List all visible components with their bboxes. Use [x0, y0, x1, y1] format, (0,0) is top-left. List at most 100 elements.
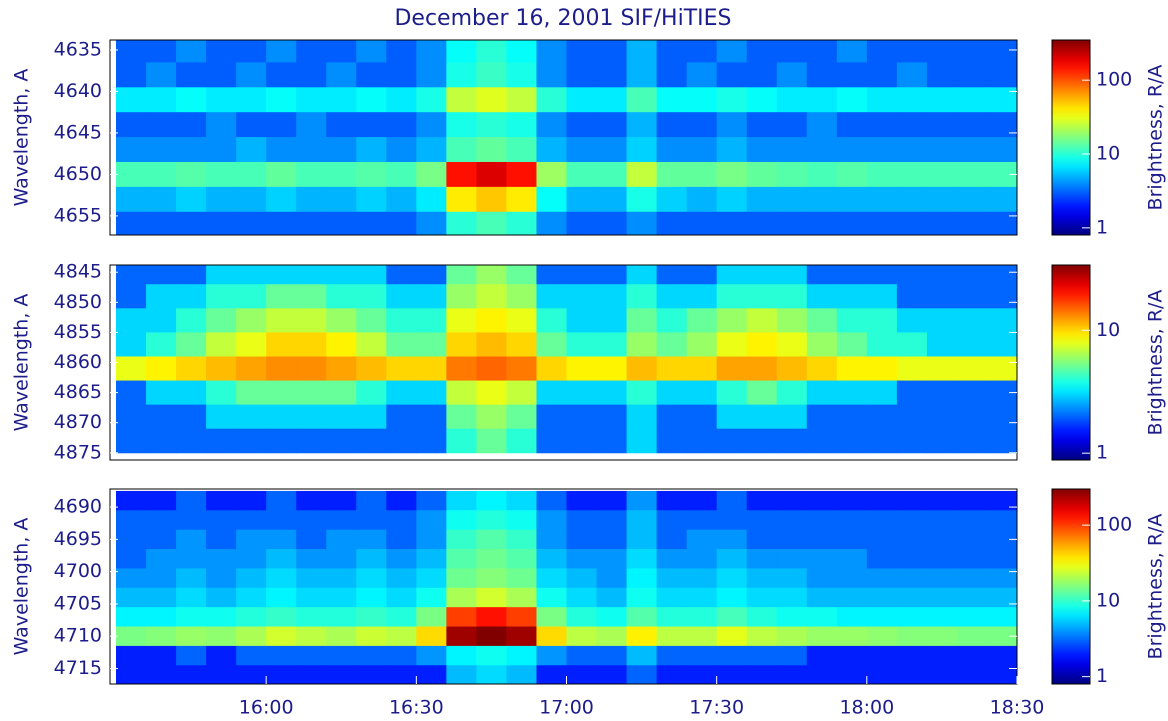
heatmap-cell — [566, 568, 598, 589]
heatmap-cell — [656, 645, 688, 666]
heatmap-cell — [236, 587, 267, 608]
heatmap-cell — [956, 380, 988, 406]
heatmap-cell — [896, 87, 928, 113]
heatmap-cell — [356, 87, 387, 113]
heatmap-cell — [776, 62, 808, 88]
heatmap-cell — [626, 568, 658, 589]
heatmap-cell — [176, 587, 207, 608]
heatmap-cell — [806, 490, 838, 511]
heatmap-cell — [236, 529, 267, 550]
heatmap-cell — [776, 87, 808, 113]
heatmap-cell — [446, 308, 477, 333]
x-tick-label: 16:30 — [389, 697, 444, 719]
heatmap-cell — [626, 587, 658, 608]
heatmap-cell — [416, 308, 447, 333]
heatmap-cell — [836, 40, 868, 63]
heatmap-cell — [746, 161, 778, 188]
heatmap-cell — [266, 428, 297, 454]
heatmap-cell — [776, 587, 808, 608]
heatmap-cell — [326, 380, 357, 406]
heatmap-cell — [686, 308, 718, 333]
heatmap-cell — [536, 607, 568, 628]
heatmap-cell — [386, 284, 417, 309]
heatmap-cell — [176, 404, 207, 430]
heatmap-cell — [806, 332, 838, 357]
heatmap-cell — [656, 332, 688, 357]
heatmap-cell — [746, 645, 778, 666]
heatmap-cell — [476, 284, 507, 309]
heatmap-cell — [896, 356, 928, 382]
heatmap-cell — [566, 332, 598, 357]
heatmap-cell — [356, 404, 387, 430]
heatmap-cell — [176, 112, 207, 138]
heatmap-cell — [116, 40, 147, 63]
heatmap-cell — [896, 665, 928, 684]
heatmap-cell — [416, 284, 447, 309]
heatmap-cell — [866, 112, 898, 138]
heatmap-cell — [656, 568, 688, 589]
heatmap-cell — [236, 380, 267, 406]
heatmap-cell — [566, 40, 598, 63]
heatmap-cell — [956, 112, 988, 138]
heatmap-cell — [116, 549, 147, 569]
heatmap-cell — [176, 356, 207, 382]
heatmap-cell — [296, 645, 327, 666]
heatmap-cell — [566, 428, 598, 454]
heatmap-cell — [206, 587, 237, 608]
heatmap-cell — [146, 211, 177, 235]
heatmap-cell — [386, 332, 417, 357]
heatmap-cell — [866, 665, 898, 684]
heatmap-cell — [626, 284, 658, 309]
heatmap-cell — [656, 626, 688, 647]
heatmap-cell — [296, 137, 327, 163]
heatmap-cell — [296, 380, 327, 406]
heatmap-cell — [356, 549, 387, 569]
heatmap-cell — [956, 308, 988, 333]
heatmap-cell — [236, 112, 267, 138]
heatmap-cell — [626, 490, 658, 511]
heatmap-cell — [446, 40, 477, 63]
heatmap-cell — [506, 510, 537, 531]
heatmap-cell — [266, 626, 297, 647]
heatmap-cell — [566, 626, 598, 647]
heatmap-cell — [656, 549, 688, 569]
heatmap-cell — [296, 161, 327, 188]
heatmap-cell — [836, 308, 868, 333]
heatmap-cell — [716, 510, 748, 531]
heatmap-cell — [476, 62, 507, 88]
heatmap-cell — [776, 380, 808, 406]
heatmap-cell — [116, 211, 147, 235]
heatmap-cell — [896, 62, 928, 88]
heatmap-cell — [806, 607, 838, 628]
heatmap-cell — [776, 529, 808, 550]
heatmap-cell — [236, 332, 267, 357]
heatmap-cell — [356, 186, 387, 213]
x-tick-label: 17:00 — [539, 697, 594, 719]
heatmap-cell — [986, 529, 1017, 550]
heatmap-cell — [866, 137, 898, 163]
heatmap-cell — [896, 308, 928, 333]
heatmap-cell — [116, 404, 147, 430]
heatmap-cell — [806, 587, 838, 608]
heatmap-cell — [896, 112, 928, 138]
heatmap-cell — [896, 265, 928, 285]
heatmap-cell — [326, 587, 357, 608]
heatmap-cell — [236, 62, 267, 88]
heatmap-cell — [416, 161, 447, 188]
heatmap-cell — [446, 490, 477, 511]
heatmap-cell — [506, 186, 537, 213]
heatmap-cell — [506, 161, 537, 188]
colorbar-tick-label: 10 — [1096, 589, 1120, 611]
heatmap-cell — [176, 265, 207, 285]
heatmap-cell — [566, 87, 598, 113]
heatmap-cell — [686, 568, 718, 589]
heatmap-cell — [686, 607, 718, 628]
heatmap-cell — [506, 549, 537, 569]
heatmap-cell — [146, 308, 177, 333]
heatmap-cell — [356, 380, 387, 406]
heatmap-cell — [446, 665, 477, 684]
heatmap-cell — [386, 645, 417, 666]
heatmap-cell — [866, 568, 898, 589]
heatmap-cell — [626, 308, 658, 333]
heatmap-cell — [176, 428, 207, 454]
